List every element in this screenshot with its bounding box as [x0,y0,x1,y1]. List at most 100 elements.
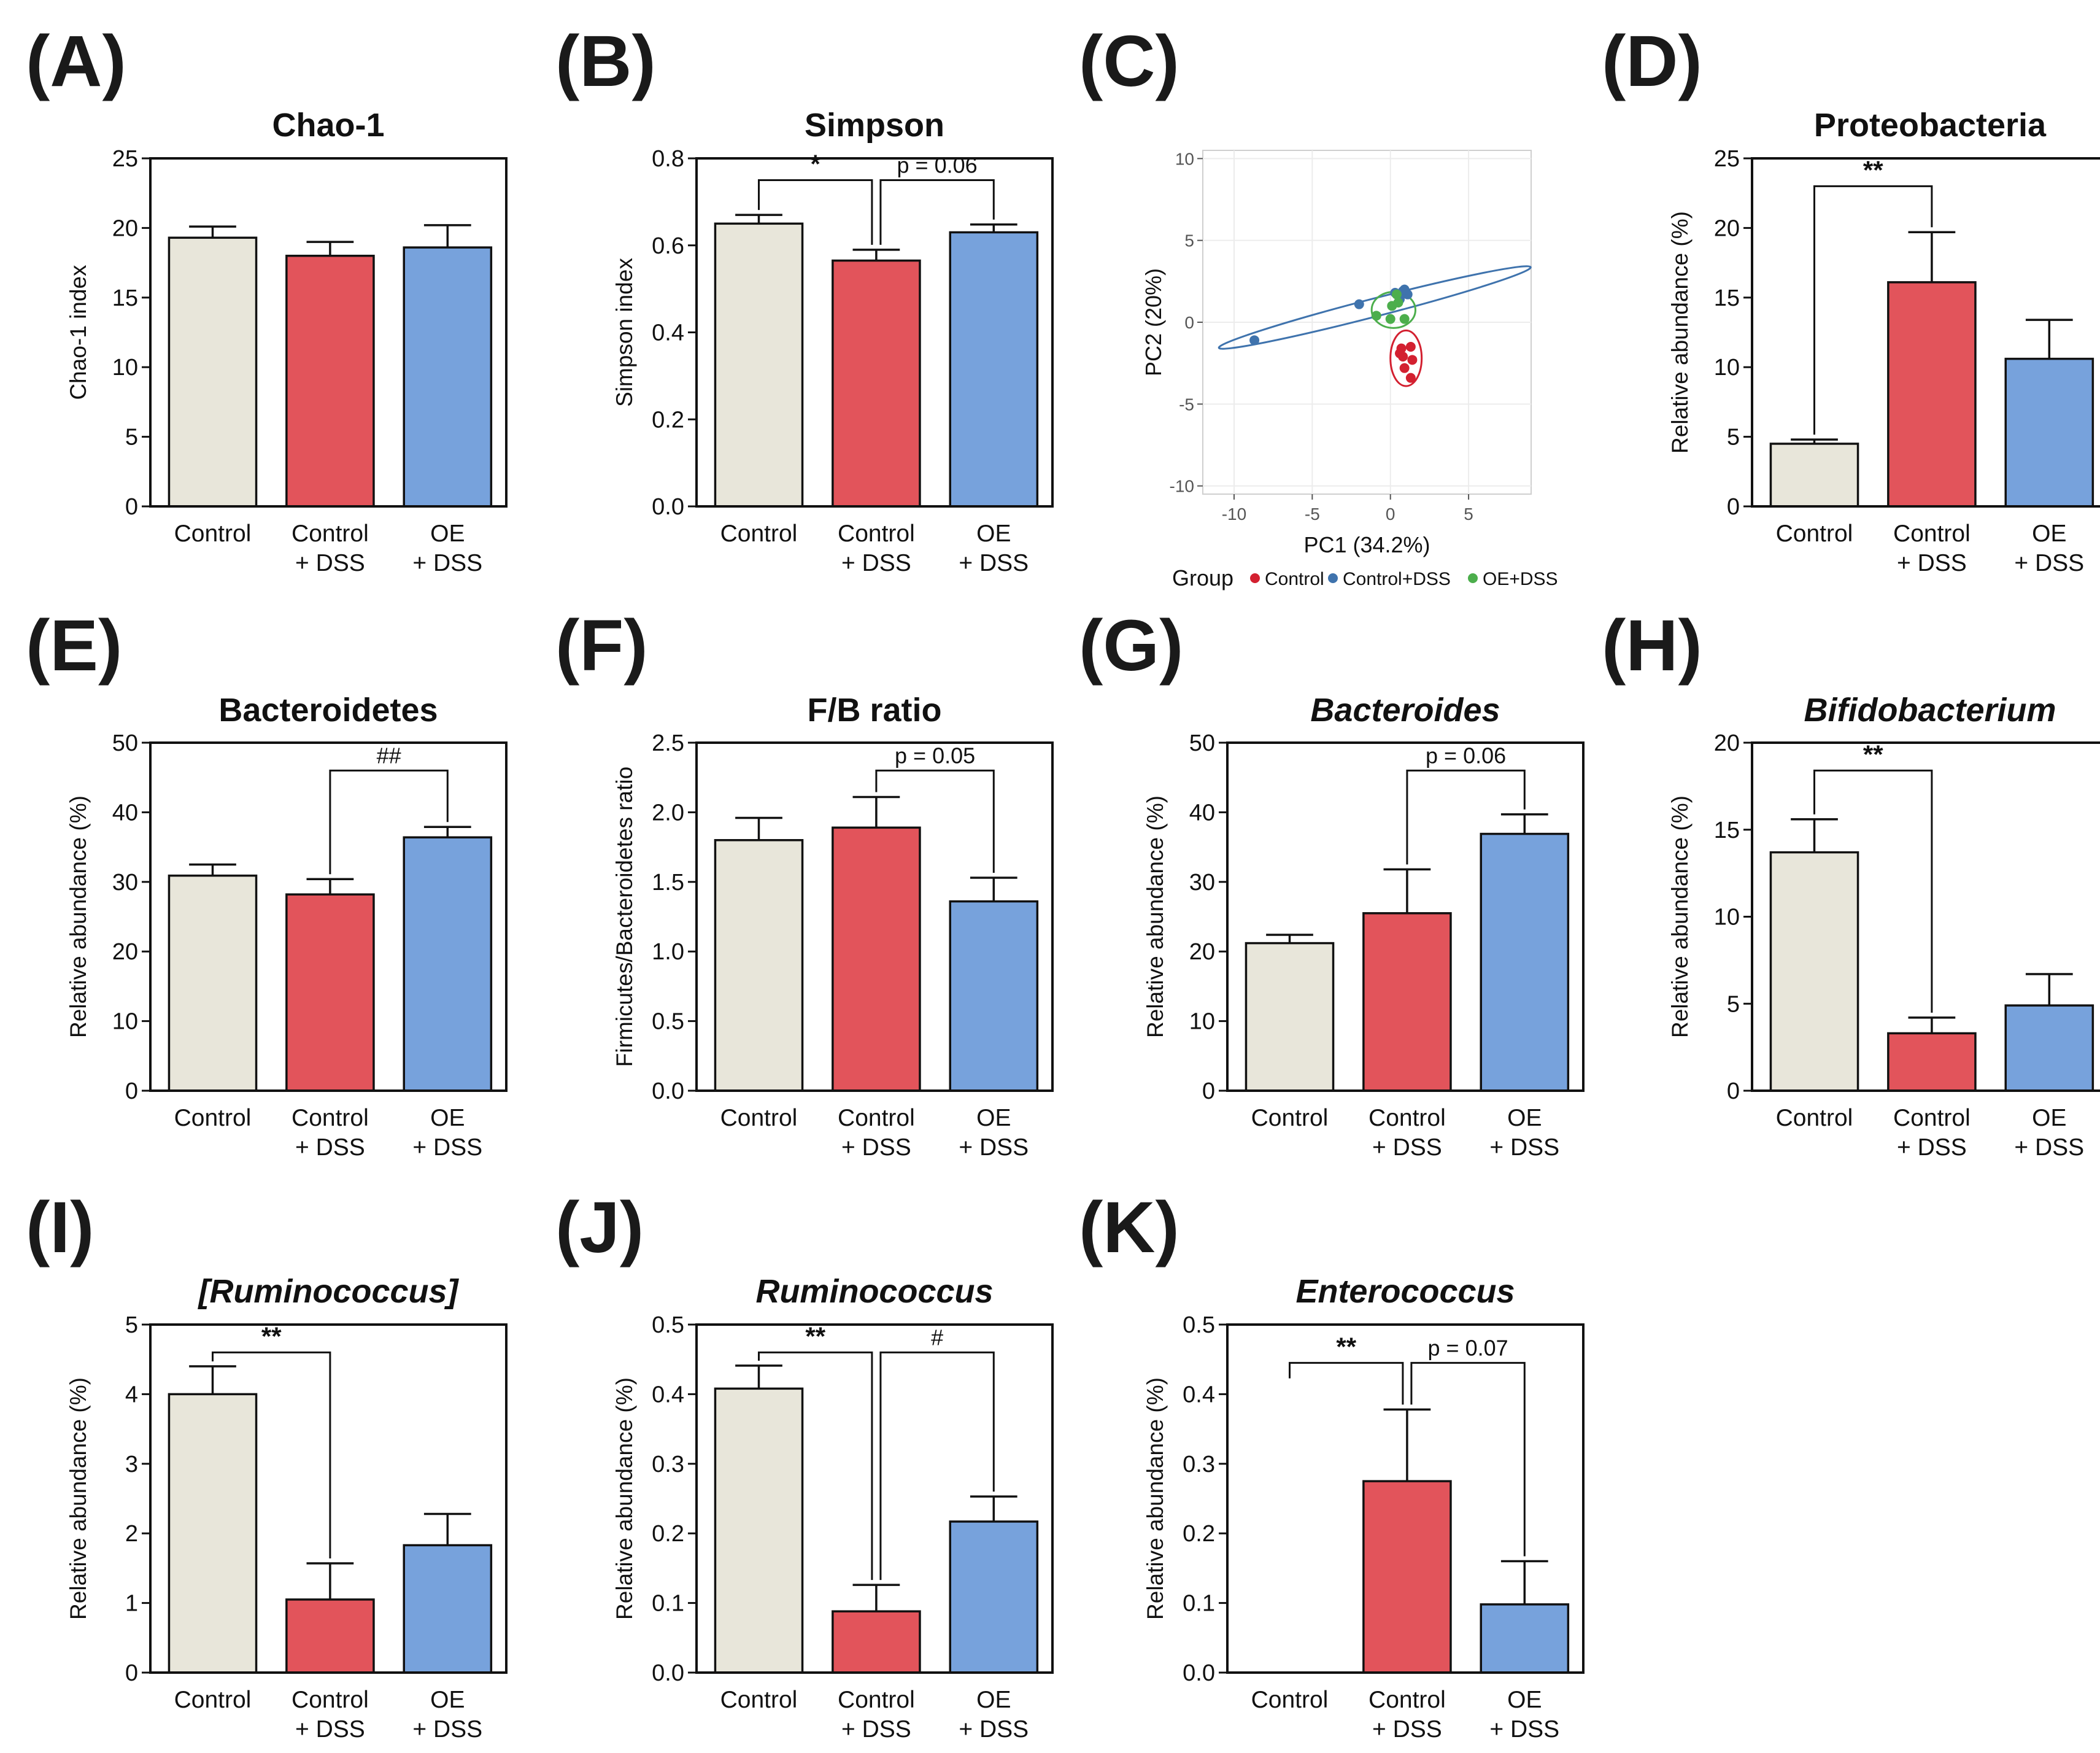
y-tick-label: 0.5 [652,1009,684,1035]
chart-title: Simpson [805,107,944,144]
x-tick-label: OE [976,1687,1011,1713]
panel-a: (A) Chao-1 Chao-1 index 0 5 10 15 20 25 Control Co… [26,21,508,576]
x-tick-label: + DSS [412,1716,482,1743]
significance-label: ## [377,743,401,768]
plot-frame [1226,741,1585,1092]
y-tick-label: 0.4 [1183,1382,1215,1407]
x-tick-label: Control [1251,1687,1329,1713]
x-tick-label: Control [1776,1105,1853,1131]
legend-marker [1468,573,1478,583]
significance-bracket [329,769,449,875]
y-tick-label: 2.0 [652,800,684,826]
significance-label: * [811,149,821,178]
x-tick-label: + DSS [2014,550,2084,576]
y-tick-label: 5 [1727,425,1740,451]
y-tick-label: 20 [1189,939,1215,965]
bar [714,222,804,508]
data-point [1249,335,1260,346]
y-axis-label: Relative abundance (%) [1667,795,1693,1038]
plot-frame [149,741,508,1092]
y-tick-label: 0.3 [652,1452,684,1477]
plot-frame [695,157,1054,508]
x-tick-label: + DSS [295,550,365,576]
y-tick-label: 0 [1202,1078,1215,1104]
plot-frame [1226,1323,1585,1674]
y-tick-label: 0.4 [652,1382,684,1407]
y-tick-label: -10 [1170,477,1194,496]
y-tick-label: 0 [1727,1078,1740,1104]
significance-bracket [1406,769,1526,865]
bar [714,1387,804,1674]
data-point [1391,289,1402,300]
plot-frame [149,1323,508,1674]
significance-bracket [758,179,873,245]
x-tick-label: Control [174,1687,252,1713]
panel-letter: (H) [1602,605,1702,686]
significance-bracket [1813,185,1933,435]
y-tick-label: 0.5 [1183,1312,1215,1338]
significance-label: # [931,1325,943,1350]
significance-bracket [879,1351,995,1581]
y-tick-label: 5 [1727,991,1740,1017]
significance-bracket [758,1351,873,1581]
y-tick-label: 1.0 [652,939,684,965]
x-tick-label: + DSS [841,1716,911,1743]
panel-letter: (K) [1079,1187,1179,1268]
x-tick-label: Control [291,520,369,547]
x-tick-label: OE [2032,520,2066,547]
chart-title: Ruminococcus [755,1273,993,1310]
bar [832,1610,921,1674]
significance-label: ** [1863,740,1883,768]
significance-label: ** [261,1322,282,1350]
y-tick-label: 20 [1714,730,1740,756]
significance-bracket [1289,1361,1404,1405]
x-tick-label: + DSS [1489,1716,1559,1743]
x-tick-label: + DSS [1372,1716,1442,1743]
x-tick-label: + DSS [412,550,482,576]
bar [403,1544,493,1674]
x-tick-label: Control [720,1105,798,1131]
bar [1887,281,1977,508]
x-axis-label: PC1 (34.2%) [1303,532,1430,557]
chart-title: Bacteroides [1310,692,1500,729]
bar [168,874,258,1092]
x-tick-label: Control [838,520,915,547]
y-tick-label: 30 [112,870,138,896]
significance-label: p = 0.06 [1426,743,1506,768]
y-tick-label: 0 [1184,313,1194,332]
y-tick-label: 1 [125,1591,138,1617]
x-tick-label: Control [174,1105,252,1131]
x-tick-label: -5 [1305,505,1320,524]
panel-letter: (I) [26,1187,94,1268]
y-tick-label: 10 [1714,355,1740,381]
y-tick-label: 0 [125,494,138,520]
x-tick-label: Control [1893,520,1971,547]
y-tick-label: 15 [112,285,138,311]
y-tick-label: 1.5 [652,870,684,896]
x-tick-label: + DSS [2014,1134,2084,1161]
y-tick-label: 0.0 [652,1660,684,1686]
y-tick-label: 0.1 [1183,1591,1215,1617]
y-tick-label: 0.3 [1183,1452,1215,1477]
chart-title: Chao-1 [272,107,384,144]
panel-letter: (C) [1079,21,1179,102]
plot-frame [149,157,508,508]
y-axis-label: Relative abundance (%) [66,795,91,1038]
y-tick-label: 25 [1714,146,1740,172]
panel-letter: (G) [1079,605,1183,686]
y-tick-label: 5 [125,1312,138,1338]
y-axis-label: Relative abundance (%) [66,1377,91,1620]
x-tick-label: + DSS [295,1134,365,1161]
bar [1769,443,1859,508]
bar [949,900,1039,1092]
chart-title: Bifidobacterium [1804,692,2056,729]
significance-label: p = 0.06 [897,152,978,177]
bar [832,259,921,508]
panel-letter: (J) [555,1187,644,1268]
x-tick-label: OE [1507,1105,1542,1131]
y-tick-label: 4 [125,1382,138,1407]
plot-frame [1751,741,2100,1092]
y-tick-label: 40 [1189,800,1215,826]
chart-title: Bacteroidetes [218,692,438,729]
significance-label: ** [1863,155,1883,184]
